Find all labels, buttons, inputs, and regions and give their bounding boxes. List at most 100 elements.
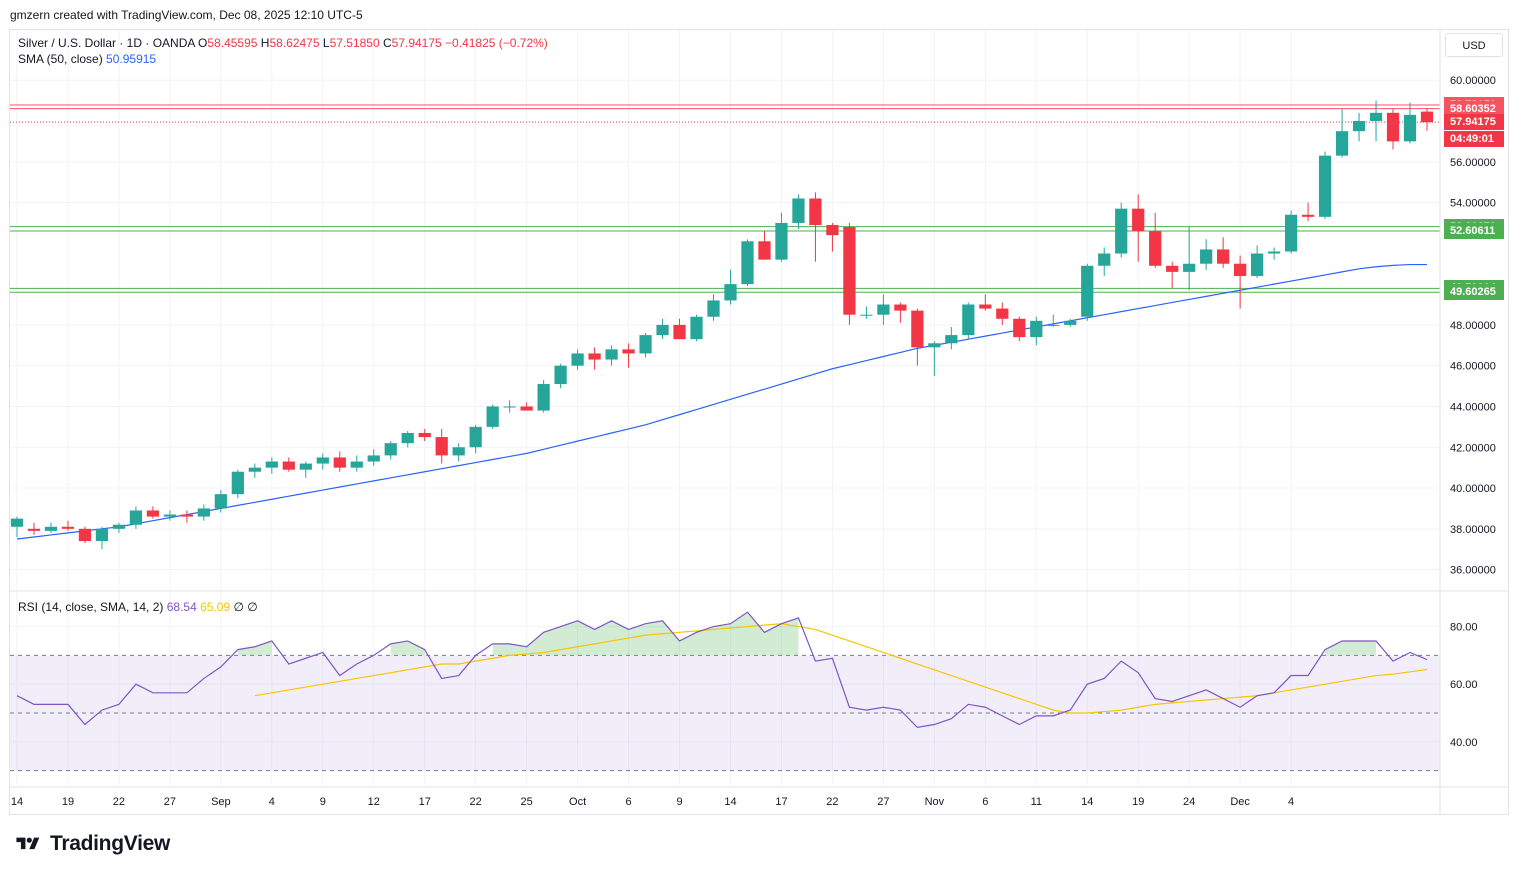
time-tick-label: 22 bbox=[470, 796, 482, 808]
candle-body bbox=[1352, 120, 1366, 132]
candle-body bbox=[877, 304, 890, 315]
rsi-overbought-fill bbox=[1325, 640, 1377, 656]
candles-layer bbox=[10, 100, 1434, 550]
candle-body bbox=[758, 241, 771, 260]
candle-body bbox=[1217, 249, 1230, 264]
candle bbox=[571, 349, 584, 370]
candle-body bbox=[1183, 263, 1196, 272]
chart-frame[interactable] bbox=[9, 29, 1509, 815]
candle-body bbox=[214, 494, 227, 509]
rsi-panel bbox=[10, 611, 1440, 772]
candle-body bbox=[673, 324, 686, 340]
candle bbox=[401, 430, 414, 448]
candle bbox=[282, 457, 295, 472]
time-tick-label: Dec bbox=[1230, 796, 1250, 808]
candle bbox=[605, 345, 618, 366]
sma-value: 50.95915 bbox=[106, 52, 157, 66]
time-tick-label: 4 bbox=[1288, 796, 1294, 808]
candle-body bbox=[1234, 263, 1247, 276]
sma-line-layer bbox=[16, 263, 1427, 540]
candle-body bbox=[1267, 251, 1281, 254]
candle-body bbox=[27, 528, 41, 531]
candle-body bbox=[622, 349, 635, 354]
candle bbox=[265, 457, 278, 474]
candle bbox=[384, 441, 397, 460]
candle bbox=[1081, 263, 1094, 321]
brand-logo[interactable]: TradingView bbox=[10, 832, 170, 856]
price-tag: 49.60265 bbox=[1444, 284, 1504, 301]
time-tick-label: 6 bbox=[626, 796, 632, 808]
time-tick-label: 19 bbox=[62, 796, 74, 808]
candle-body bbox=[741, 241, 754, 285]
candle bbox=[826, 222, 839, 252]
price-tick-label: 42.00000 bbox=[1450, 442, 1496, 454]
candle bbox=[197, 504, 210, 521]
candle bbox=[1217, 237, 1230, 268]
time-tick-label: 11 bbox=[1031, 796, 1042, 808]
price-tag: 57.94175 bbox=[1444, 114, 1504, 131]
low-value: 57.51850 bbox=[329, 36, 380, 50]
candle bbox=[78, 526, 92, 544]
rsi-sma-line bbox=[254, 623, 1428, 714]
candle bbox=[452, 443, 465, 462]
candle bbox=[962, 302, 975, 340]
candle-body bbox=[690, 316, 703, 340]
sma-line bbox=[16, 263, 1427, 540]
candle-body bbox=[928, 343, 941, 348]
rsi-tick-label: 80.00 bbox=[1450, 622, 1478, 634]
candle bbox=[129, 506, 143, 529]
candle-body bbox=[605, 349, 618, 360]
candle bbox=[316, 453, 329, 470]
candle bbox=[877, 294, 890, 325]
price-tick-label: 56.00000 bbox=[1450, 157, 1496, 169]
time-tick-label: 4 bbox=[269, 796, 275, 808]
price-tag: 52.60611 bbox=[1444, 222, 1504, 239]
candle-body bbox=[588, 353, 601, 360]
candle-body bbox=[282, 461, 295, 470]
currency-selector[interactable]: USD bbox=[1445, 33, 1503, 57]
candle-body bbox=[520, 406, 533, 411]
time-tick-label: 17 bbox=[775, 796, 787, 808]
candle-body bbox=[503, 406, 516, 408]
candle bbox=[707, 294, 720, 321]
candle-body bbox=[299, 463, 312, 470]
time-tick-label: 14 bbox=[1081, 796, 1093, 808]
candle-body bbox=[1403, 114, 1417, 142]
candle bbox=[299, 461, 312, 478]
rsi-legend[interactable]: RSI (14, close, SMA, 14, 2) 68.54 65.09 … bbox=[18, 600, 258, 614]
rsi-value: 68.54 bbox=[166, 600, 197, 614]
candle bbox=[214, 490, 227, 513]
candle-body bbox=[894, 304, 907, 311]
close-value: 57.94175 bbox=[391, 36, 442, 50]
candle bbox=[367, 449, 380, 466]
candle-body bbox=[1386, 112, 1400, 142]
candle bbox=[656, 318, 669, 340]
candle-body bbox=[350, 461, 363, 468]
candle-body bbox=[1420, 111, 1434, 123]
candle-body bbox=[265, 461, 278, 468]
sma-legend[interactable]: SMA (50, close) 50.95915 bbox=[18, 52, 156, 66]
candle bbox=[673, 318, 686, 340]
candle bbox=[860, 306, 873, 319]
candle bbox=[639, 333, 652, 358]
candle bbox=[1166, 261, 1179, 289]
time-tick-label: Nov bbox=[925, 796, 945, 808]
attribution-text: gmzern created with TradingView.com, Dec… bbox=[10, 8, 363, 22]
time-tick-label: 27 bbox=[164, 796, 176, 808]
candle-body bbox=[486, 406, 499, 427]
rsi-label: RSI (14, close, SMA, 14, 2) bbox=[18, 600, 164, 614]
candle bbox=[1251, 245, 1264, 278]
rsi-tick-label: 60.00 bbox=[1450, 679, 1478, 691]
candle-body bbox=[418, 432, 431, 438]
change-value: −0.41825 (−0.72%) bbox=[445, 36, 548, 50]
candle-body bbox=[163, 514, 177, 517]
symbol-title: Silver / U.S. Dollar · 1D · OANDA bbox=[18, 36, 195, 50]
symbol-legend[interactable]: Silver / U.S. Dollar · 1D · OANDA O58.45… bbox=[18, 36, 548, 50]
candle-body bbox=[1166, 265, 1179, 272]
candle bbox=[537, 379, 550, 413]
time-tick-label: Sep bbox=[211, 796, 231, 808]
candle-body bbox=[1335, 131, 1349, 156]
price-tick-label: 36.00000 bbox=[1450, 565, 1496, 577]
candle bbox=[1064, 318, 1077, 327]
